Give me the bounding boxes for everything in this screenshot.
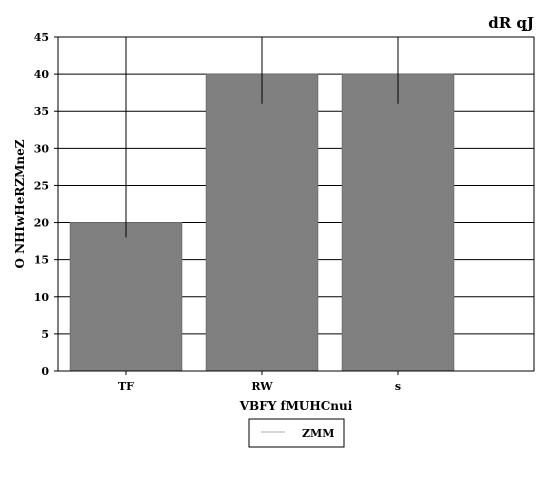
x-tick-label: s <box>395 380 401 393</box>
y-tick-label: 0 <box>41 365 49 378</box>
bar-rw <box>205 73 319 372</box>
y-tick-label: 25 <box>34 179 49 192</box>
y-tick-label: 45 <box>34 31 49 44</box>
x-axis-ticks: TF RW s <box>118 371 401 393</box>
legend-box <box>248 418 345 448</box>
error-bars <box>125 37 399 238</box>
x-tick-label: TF <box>118 380 134 393</box>
y-tick-label: 5 <box>41 328 49 341</box>
y-tick-label: 10 <box>34 291 50 304</box>
bars <box>69 73 455 372</box>
y-axis-ticks: 0 5 10 15 20 25 30 35 40 45 <box>34 31 58 378</box>
legend: ZMM <box>248 418 345 448</box>
y-tick-label: 15 <box>34 254 49 267</box>
y-tick-label: 40 <box>34 68 50 81</box>
plot-frame <box>57 36 535 372</box>
y-tick-label: 20 <box>34 217 50 230</box>
x-tick-label: RW <box>251 380 273 393</box>
y-axis-title: O NHIwHeRZMneZ <box>13 139 27 268</box>
y-tick-label: 30 <box>34 142 50 155</box>
chart-title: dR qJ <box>488 14 534 32</box>
bar-s <box>341 73 455 372</box>
x-axis-title: VBFY fMUHCnui <box>239 399 353 413</box>
legend-label-zmm: ZMM <box>302 427 334 440</box>
y-tick-label: 35 <box>34 105 49 118</box>
bar-tf <box>69 222 183 372</box>
